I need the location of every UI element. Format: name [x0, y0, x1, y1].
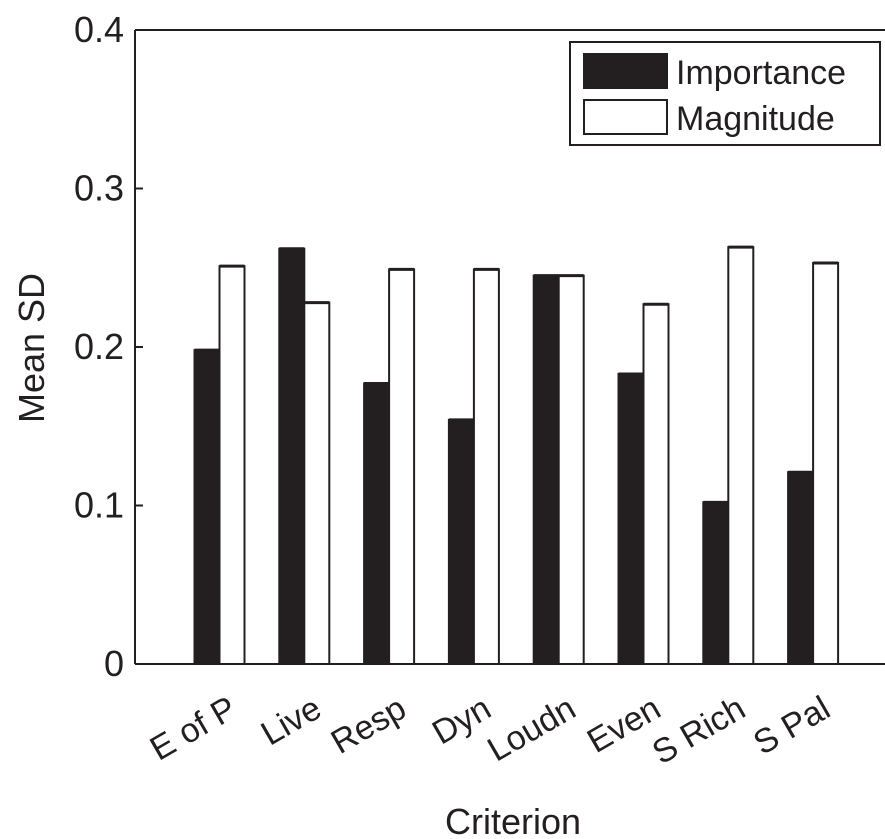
x-tick-label: Resp [325, 689, 413, 762]
bar-magnitude-e-of-p [218, 265, 246, 665]
bar-importance-loudn [532, 274, 560, 665]
x-tick-label: Loudn [481, 689, 582, 769]
y-axis-title: Mean SD [11, 273, 52, 423]
y-tick-label: 0.1 [74, 485, 124, 526]
legend-swatch-importance [583, 53, 668, 89]
bar-importance-s-pal [787, 471, 815, 665]
bar-importance-s-rich [702, 501, 730, 665]
legend-label-importance: Importance [676, 54, 846, 92]
legend: Importance Magnitude [569, 41, 881, 146]
x-tick-label: S Rich [646, 689, 752, 772]
y-tick-label: 0 [104, 643, 124, 684]
x-tick-label: S Pal [747, 689, 836, 763]
bar-magnitude-live [303, 301, 331, 665]
bar-magnitude-loudn [557, 274, 585, 665]
bar-magnitude-resp [388, 268, 416, 665]
legend-label-magnitude: Magnitude [676, 100, 835, 138]
bar-importance-live [278, 247, 306, 665]
bars [193, 245, 840, 666]
x-axis-title: Criterion [445, 801, 581, 839]
bar-importance-resp [363, 382, 391, 665]
bar-magnitude-s-pal [812, 261, 840, 665]
bar-importance-dyn [447, 418, 475, 665]
bar-importance-even [617, 372, 645, 665]
bar-magnitude-s-rich [727, 246, 755, 666]
x-tick-label: Live [255, 689, 328, 753]
y-tick-label: 0.3 [74, 168, 124, 209]
y-tick-label: 0.2 [74, 326, 124, 367]
y-tick-label: 0.4 [74, 9, 124, 50]
bar-magnitude-even [642, 303, 670, 665]
bar-importance-e-of-p [193, 349, 221, 665]
legend-swatch-magnitude [583, 99, 668, 135]
x-tick-label: E of P [144, 689, 243, 768]
y-ticks: 0 0.1 0.2 0.3 0.4 [74, 9, 143, 684]
bar-magnitude-dyn [472, 268, 500, 665]
